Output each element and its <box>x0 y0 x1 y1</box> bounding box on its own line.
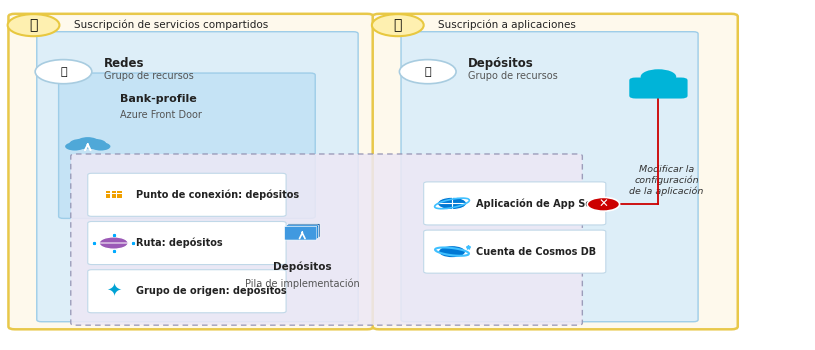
Text: Cuenta de Cosmos DB: Cuenta de Cosmos DB <box>476 247 597 257</box>
Text: ✦: ✦ <box>106 282 121 300</box>
Text: Punto de conexión: depósitos: Punto de conexión: depósitos <box>136 190 299 200</box>
FancyBboxPatch shape <box>401 32 698 322</box>
Circle shape <box>35 60 92 84</box>
Text: Grupo de origen: depósitos: Grupo de origen: depósitos <box>136 286 287 296</box>
Circle shape <box>82 139 107 149</box>
Circle shape <box>641 69 676 84</box>
Text: ✕: ✕ <box>598 198 608 211</box>
FancyBboxPatch shape <box>112 191 116 193</box>
FancyBboxPatch shape <box>88 222 286 265</box>
Text: Redes: Redes <box>104 57 144 70</box>
FancyBboxPatch shape <box>106 194 110 196</box>
Text: Bank-profile: Bank-profile <box>120 94 197 104</box>
FancyBboxPatch shape <box>37 32 358 322</box>
FancyBboxPatch shape <box>117 191 121 193</box>
FancyBboxPatch shape <box>88 270 286 313</box>
Text: Ruta: depósitos: Ruta: depósitos <box>136 238 223 248</box>
Circle shape <box>65 142 85 150</box>
FancyBboxPatch shape <box>112 196 116 198</box>
Circle shape <box>91 142 111 150</box>
FancyBboxPatch shape <box>106 196 110 198</box>
FancyBboxPatch shape <box>112 194 116 196</box>
Circle shape <box>7 14 59 36</box>
Circle shape <box>439 246 465 257</box>
Text: Modificar la
configuración
de la aplicación: Modificar la configuración de la aplicac… <box>629 164 703 196</box>
Text: Aplicación de App Service: Aplicación de App Service <box>476 198 619 209</box>
Circle shape <box>399 60 456 84</box>
FancyBboxPatch shape <box>8 14 373 329</box>
Circle shape <box>99 237 128 249</box>
Text: 📦: 📦 <box>425 66 431 77</box>
FancyBboxPatch shape <box>117 194 121 196</box>
FancyBboxPatch shape <box>99 241 128 244</box>
Circle shape <box>438 197 467 210</box>
Text: Pila de implementación: Pila de implementación <box>244 278 359 289</box>
Text: 📦: 📦 <box>60 66 67 77</box>
FancyBboxPatch shape <box>59 73 315 218</box>
FancyBboxPatch shape <box>71 154 583 325</box>
FancyBboxPatch shape <box>288 224 320 237</box>
FancyBboxPatch shape <box>424 230 606 273</box>
FancyBboxPatch shape <box>629 77 688 99</box>
FancyBboxPatch shape <box>286 225 319 239</box>
Circle shape <box>372 14 424 36</box>
Text: Grupo de recursos: Grupo de recursos <box>104 71 194 81</box>
Text: 🔑: 🔑 <box>394 18 402 32</box>
Text: Suscripción a aplicaciones: Suscripción a aplicaciones <box>438 20 576 30</box>
FancyBboxPatch shape <box>88 173 286 216</box>
FancyBboxPatch shape <box>424 182 606 225</box>
Text: Azure Front Door: Azure Front Door <box>120 110 202 120</box>
FancyBboxPatch shape <box>372 14 738 329</box>
FancyBboxPatch shape <box>284 226 317 240</box>
Circle shape <box>77 137 99 146</box>
Text: Suscripción de servicios compartidos: Suscripción de servicios compartidos <box>74 20 268 30</box>
FancyBboxPatch shape <box>117 196 121 198</box>
FancyBboxPatch shape <box>106 191 110 193</box>
Text: Grupo de recursos: Grupo de recursos <box>468 71 558 81</box>
Circle shape <box>69 139 94 149</box>
Text: Depósitos: Depósitos <box>468 57 534 70</box>
Text: Depósitos: Depósitos <box>273 261 332 272</box>
Text: 🔑: 🔑 <box>29 18 37 32</box>
Circle shape <box>587 197 619 211</box>
